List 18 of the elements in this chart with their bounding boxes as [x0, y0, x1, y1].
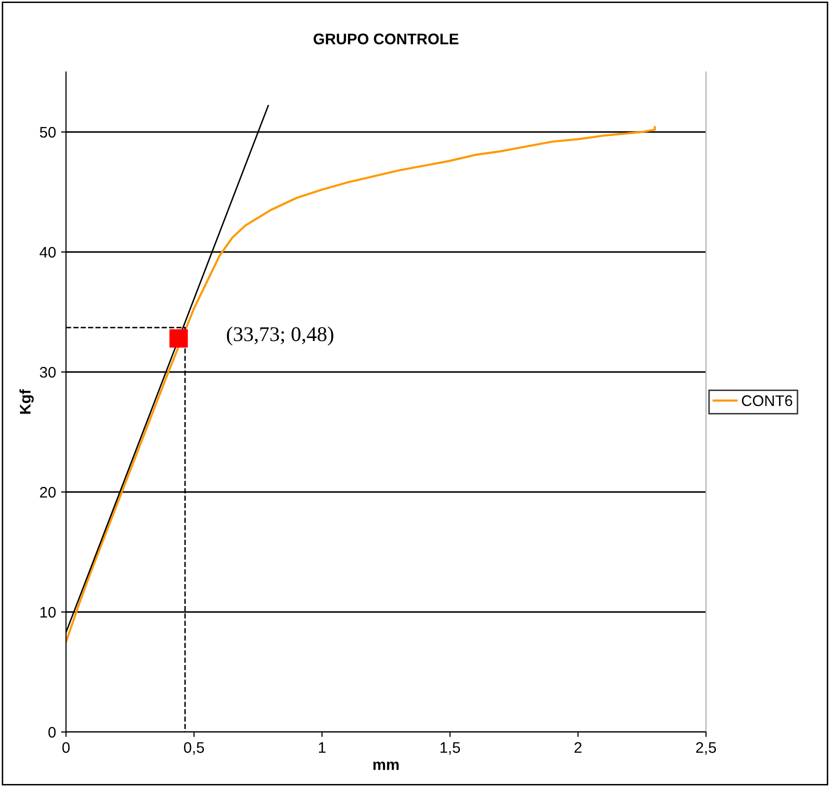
y-tick-label: 10: [40, 606, 56, 618]
chart-title: GRUPO CONTROLE: [314, 34, 458, 44]
legend-label: CONT6: [742, 395, 792, 406]
x-tick-label: 2: [574, 742, 582, 753]
line-series: [66, 126, 656, 644]
x-tick-label: 1: [318, 742, 326, 753]
y-tick-label: 40: [40, 246, 56, 258]
x-tick-label: 1,5: [440, 742, 460, 755]
x-tick-label: 2,5: [696, 742, 716, 755]
y-tick-label: 0: [48, 726, 56, 738]
x-tick-label: 0: [62, 742, 70, 753]
y-axis-title: Kgf: [19, 389, 34, 414]
annotation: (33,73; 0,48): [226, 326, 334, 346]
y-tick-label: 20: [40, 486, 56, 498]
y-tick-label: 30: [40, 366, 56, 378]
x-tick-label: 0,5: [184, 742, 204, 755]
y-tick-label: 50: [40, 126, 56, 138]
x-axis-title: mm: [373, 762, 399, 770]
